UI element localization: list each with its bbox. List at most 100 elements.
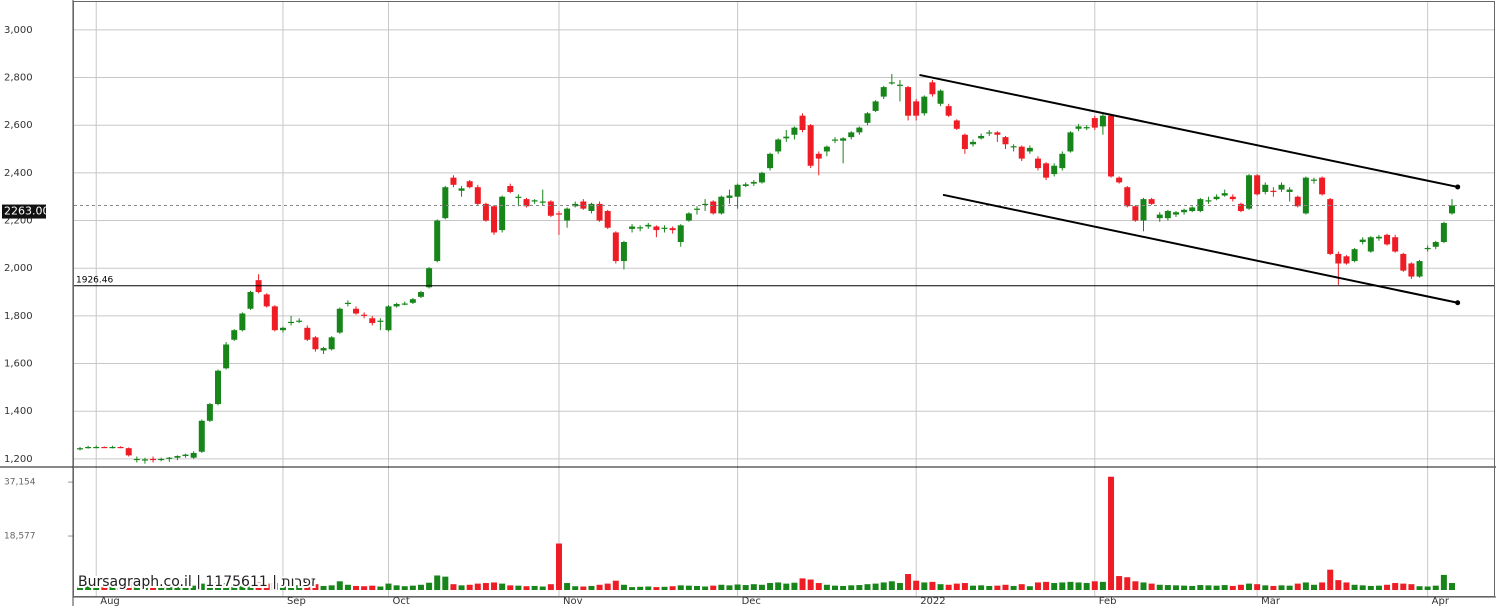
candle-body <box>304 327 311 340</box>
volume-bar <box>872 583 879 590</box>
x-tick-label: 2022 <box>920 596 945 606</box>
candle-body <box>702 203 709 206</box>
volume-bar <box>182 584 189 590</box>
candle-body <box>190 452 197 458</box>
last-price-box <box>2 204 46 219</box>
volume-bar <box>1343 582 1350 590</box>
candle-body <box>353 308 360 314</box>
candle-body <box>385 306 392 331</box>
candle-body <box>815 153 822 159</box>
candle-body <box>1449 205 1455 214</box>
volume-bar <box>1302 582 1309 590</box>
candle-body <box>77 448 83 450</box>
volume-bar <box>637 586 644 590</box>
last-price-label: 2263.00 <box>4 205 50 218</box>
volume-bar <box>742 585 749 590</box>
volume-bar <box>864 584 871 590</box>
candle-body <box>1351 249 1358 262</box>
candle-body <box>775 139 782 152</box>
candle-body <box>1205 200 1212 202</box>
volume-bar <box>1197 585 1204 590</box>
candle-body <box>1294 196 1301 207</box>
volume-bar <box>888 581 895 590</box>
candle-body <box>880 87 887 97</box>
candle-body <box>832 139 839 141</box>
y-tick-label: 2,800 <box>4 73 33 84</box>
candle-body <box>215 370 222 405</box>
candle-body <box>961 134 968 150</box>
candle-body <box>872 101 879 111</box>
candle-body <box>125 448 132 456</box>
candle-body <box>1221 193 1228 196</box>
candle-body <box>1018 146 1025 159</box>
volume-bar <box>450 584 457 590</box>
volume-bar <box>482 583 489 590</box>
candle-body <box>1108 115 1115 177</box>
candle-body <box>929 82 936 95</box>
candle-body <box>970 141 977 145</box>
y-tick-label: 2,600 <box>4 120 33 131</box>
candle-body <box>263 294 270 307</box>
candle-body <box>1140 199 1147 221</box>
candle-body <box>1270 190 1277 192</box>
volume-bar <box>93 586 100 590</box>
trendline-handle <box>1455 300 1461 306</box>
volume-bar <box>1229 585 1236 590</box>
volume-bar <box>1108 476 1115 590</box>
candle-body <box>1229 196 1236 200</box>
candle-body <box>1254 175 1261 195</box>
volume-bar <box>677 585 684 590</box>
y-tick-label: 2,000 <box>4 263 33 274</box>
volume-bar <box>710 585 717 590</box>
volume-bar <box>255 582 262 590</box>
volume-bar <box>1002 584 1009 590</box>
volume-bar <box>547 584 554 590</box>
volume-bar <box>1034 582 1041 590</box>
volume-bar <box>377 586 384 590</box>
volume-bar <box>905 574 912 590</box>
candle-body <box>588 203 595 212</box>
y-tick-label: 18,577 <box>4 532 36 542</box>
volume-bar <box>361 586 368 590</box>
candle-body <box>661 227 668 229</box>
volume-bar <box>896 583 903 590</box>
volume-bar <box>474 583 481 590</box>
volume-bar <box>1067 581 1074 590</box>
candle-body <box>823 146 830 152</box>
volume-bar <box>1351 584 1358 590</box>
candle-body <box>1359 239 1366 243</box>
volume-bar <box>1221 585 1228 590</box>
volume-bar <box>726 585 733 590</box>
candle-body <box>1424 247 1431 250</box>
volume-bar <box>848 585 855 590</box>
volume-bar <box>653 587 660 590</box>
volume-bar <box>1278 585 1285 590</box>
volume-bar <box>1181 585 1188 590</box>
watermark: Bursagraph.co.il | 1175611 | זפרות <box>78 574 316 590</box>
candle-body <box>783 136 790 139</box>
candle-body <box>1002 137 1009 145</box>
volume-bar <box>271 583 278 590</box>
candle-body <box>117 446 124 449</box>
overlay: 1926.46 2263.00 Bursagraph.co.il | 1175611… <box>2 73 1494 592</box>
volume-bar <box>85 585 92 590</box>
volume-bar <box>296 585 303 590</box>
candle-body <box>1375 236 1382 239</box>
volume-bar <box>206 582 213 590</box>
candle-body <box>1432 242 1439 247</box>
candle-body <box>393 303 400 307</box>
candle-body <box>848 132 855 138</box>
candle-body <box>856 127 863 133</box>
volume-bar <box>1213 585 1220 590</box>
volume-bar <box>775 582 782 590</box>
volume-bar <box>832 585 839 590</box>
candle-body <box>1172 212 1179 215</box>
volume-bar <box>247 583 254 590</box>
candle-body <box>231 330 238 340</box>
candle-body <box>596 203 603 221</box>
candle-body <box>1327 199 1334 254</box>
candle-body <box>1091 118 1098 128</box>
candle-body <box>1148 199 1155 204</box>
volume-bar <box>215 582 222 590</box>
volume-bar <box>604 583 611 590</box>
